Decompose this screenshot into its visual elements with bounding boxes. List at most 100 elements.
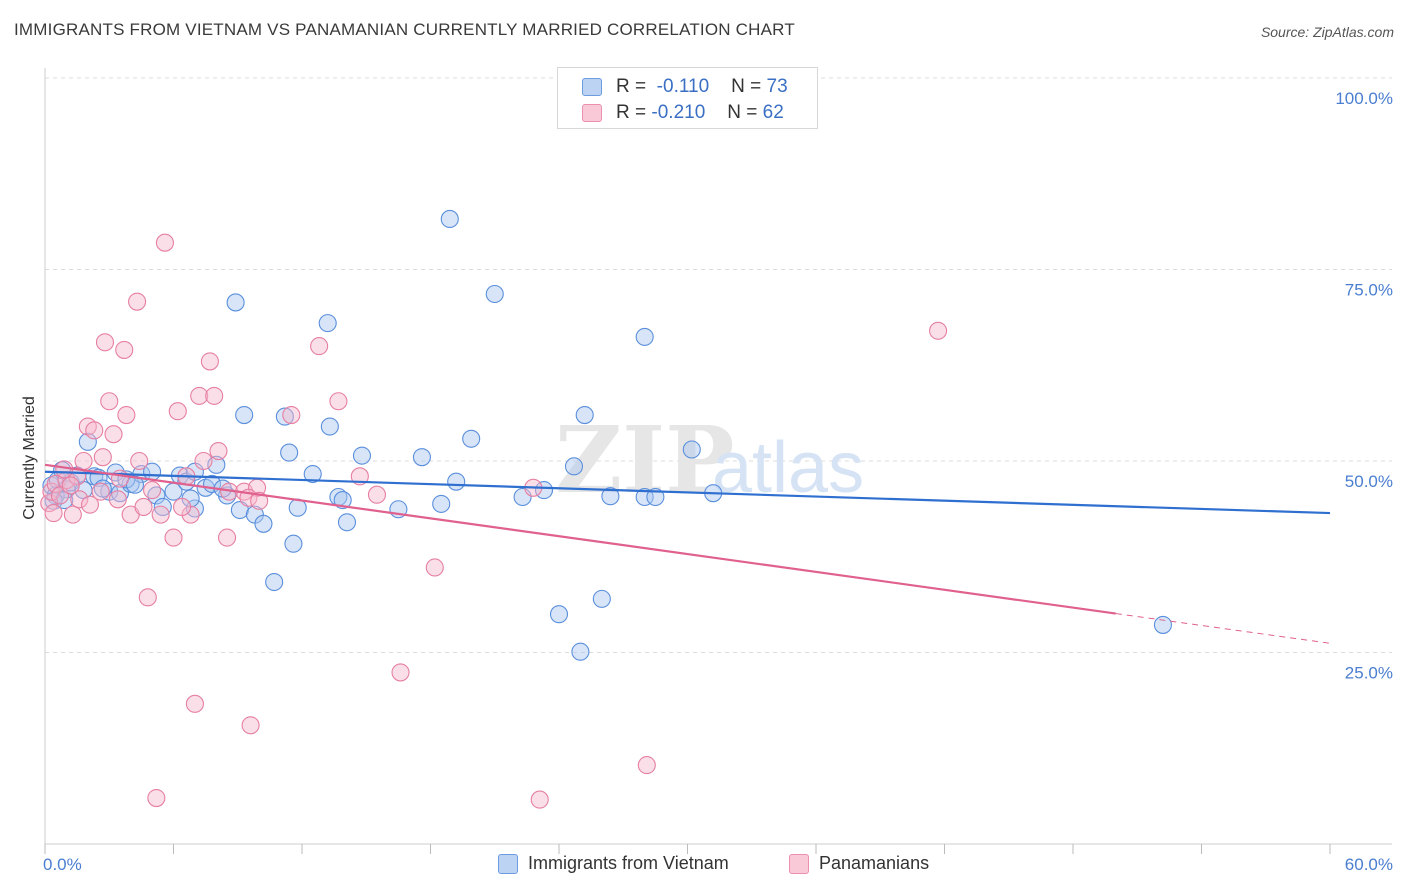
data-point [95,333,115,352]
data-point [164,528,183,547]
legend-swatch-blue [498,853,518,874]
data-point [530,790,549,809]
data-point [78,432,97,451]
data-point [117,405,136,425]
data-point [929,321,948,340]
y-tick-label: 25.0% [1345,664,1393,683]
legend-n-value: 73 [766,76,788,97]
legend-n-value: 62 [762,102,784,123]
legend-swatch-blue [582,78,602,96]
data-point [155,233,174,252]
legend-item-vietnam[interactable]: Immigrants from Vietnam [498,853,729,874]
trend-line-vietnam [44,470,1331,515]
legend-n-label: N = [727,102,758,123]
data-point [280,443,299,462]
trend-line-panamanians [44,463,1116,615]
legend-series: Immigrants from Vietnam Panamanians [0,851,1406,879]
data-point [134,497,153,517]
data-point [329,392,348,411]
legend-correlation: R = -0.110 N = 73 R = -0.210 N = 62 [557,67,818,129]
legend-swatch-pink [582,104,602,122]
y-tick-label: 100.0% [1335,89,1393,108]
grid-lines [45,77,1392,653]
y-tick-labels: 25.0% 50.0% 75.0% 100.0% [1335,89,1393,683]
data-point [447,472,466,491]
data-point [74,451,93,471]
data-point [209,441,228,461]
data-point [412,448,431,467]
data-point [91,482,110,501]
axes [44,68,1392,854]
data-point [425,558,444,577]
legend-r-value: -0.110 [656,76,710,97]
data-point [61,476,80,495]
data-point [534,481,554,500]
data-point [485,284,504,304]
data-point [646,487,665,507]
data-point [44,504,63,523]
y-tick-label: 75.0% [1345,281,1393,300]
data-point [168,402,187,421]
data-point [432,494,451,513]
trend-line-panamanians-extension [1115,613,1331,644]
data-point [185,694,204,713]
data-point [80,495,100,514]
data-point [108,490,127,509]
data-point [367,485,387,504]
data-point [275,407,294,426]
data-point [70,490,89,509]
data-point [147,788,166,808]
data-point [284,534,303,553]
data-point [194,451,213,471]
data-point [635,487,654,507]
data-point [217,528,237,547]
data-point [115,340,134,359]
y-axis-label: Currently Married [21,396,38,520]
data-point [85,421,104,440]
data-point [310,337,329,356]
data-point [592,589,611,608]
legend-row-vietnam: R = -0.110 N = 73 [582,75,788,99]
data-point [571,642,590,661]
legend-label-panamanians: Panamanians [819,853,930,873]
data-point [151,505,170,524]
data-point [93,448,112,467]
data-point [130,451,149,471]
data-point [143,481,162,500]
data-point [549,605,569,624]
data-point [282,405,301,425]
legend-item-panamanians[interactable]: Panamanians [789,853,929,874]
data-point [462,429,481,448]
data-point [682,440,701,459]
legend-row-panamanians: R = -0.210 N = 62 [582,101,784,125]
data-point [337,513,357,532]
legend-swatch-pink [789,853,809,874]
data-point [350,467,369,486]
data-point [440,209,459,228]
y-tick-label: 50.0% [1345,472,1393,491]
data-point [173,497,192,517]
series-panamanians [40,233,948,809]
data-point [241,716,260,735]
data-point [110,469,130,488]
data-point [138,588,157,607]
data-point [104,425,123,444]
data-point [303,464,322,484]
legend-r-label: R = [616,102,647,123]
data-point [205,386,224,405]
data-point [254,514,273,533]
data-point [635,327,654,346]
data-point [564,457,584,476]
x-tick-label: 0.0% [43,855,82,874]
data-point [391,663,410,682]
data-point [226,293,245,312]
data-point [153,497,172,517]
data-point [1153,615,1172,634]
legend-label-vietnam: Immigrants from Vietnam [528,853,729,873]
data-point [250,491,269,510]
data-point [200,352,219,371]
source-label: Source: ZipAtlas.com [1260,24,1394,40]
legend-r-value: -0.210 [651,102,706,123]
data-point [575,405,594,425]
data-point [235,405,254,425]
